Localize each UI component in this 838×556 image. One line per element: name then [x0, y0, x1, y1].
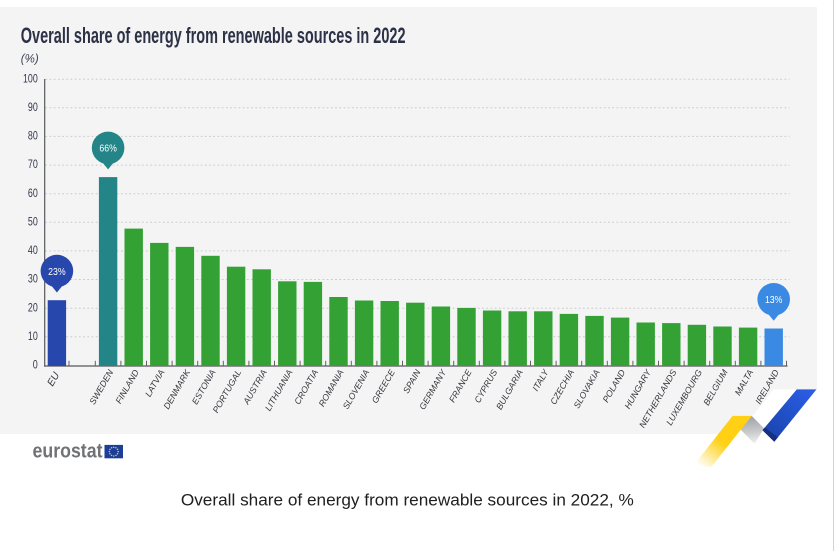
svg-text:70: 70 — [28, 157, 38, 171]
svg-text:90: 90 — [28, 100, 38, 114]
svg-text:10: 10 — [28, 329, 38, 343]
svg-text:(%): (%) — [21, 53, 39, 65]
svg-text:Overall share of energy from r: Overall share of energy from renewable s… — [21, 23, 406, 48]
svg-text:eurostat: eurostat — [33, 440, 103, 463]
svg-text:20: 20 — [28, 300, 38, 314]
svg-text:66%: 66% — [99, 143, 117, 155]
svg-text:80: 80 — [28, 129, 38, 143]
svg-text:60: 60 — [28, 186, 38, 200]
svg-text:40: 40 — [28, 243, 38, 257]
svg-text:0: 0 — [33, 358, 38, 372]
svg-text:23%: 23% — [48, 266, 66, 278]
svg-text:30: 30 — [28, 272, 38, 286]
svg-text:100: 100 — [23, 71, 38, 85]
svg-text:Overall share of energy from r: Overall share of energy from renewable s… — [181, 491, 634, 509]
svg-text:50: 50 — [28, 214, 38, 228]
svg-text:13%: 13% — [765, 294, 783, 306]
